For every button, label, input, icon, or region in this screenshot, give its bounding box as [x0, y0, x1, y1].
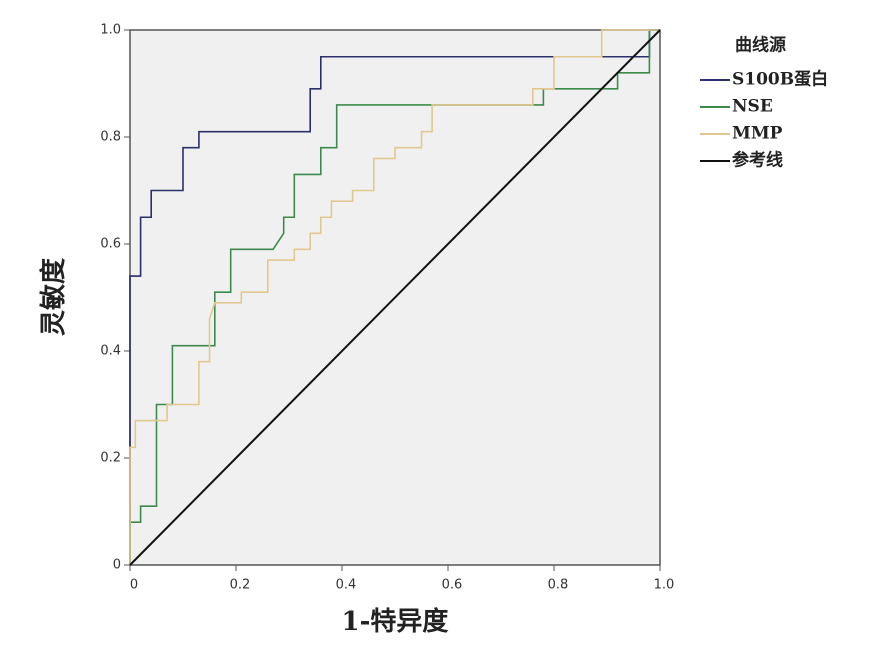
legend-label: NSE [732, 97, 773, 117]
legend-label: S100B蛋白 [732, 69, 828, 90]
x-tick-label: 0.8 [548, 578, 569, 593]
legend-label: MMP [732, 124, 783, 144]
x-tick-label: 0.2 [230, 578, 251, 593]
y-tick-label: 0.6 [100, 237, 121, 252]
roc-line [129, 29, 660, 565]
legend-label: 参考线 [732, 150, 783, 171]
x-axis-label: 1-特异度 [342, 606, 449, 637]
x-tick-label: 0.6 [442, 578, 463, 593]
roc-line [129, 29, 660, 565]
x-tick-label: 0.4 [336, 578, 357, 593]
y-tick-label: 0 [113, 558, 121, 573]
legend-title: 曲线源 [735, 35, 786, 56]
y-axis-label: 灵敏度 [38, 258, 69, 336]
roc-line [129, 29, 660, 565]
y-tick-label: 0.4 [100, 344, 121, 359]
x-tick-label: 0 [130, 578, 138, 593]
y-tick-label: 0.8 [100, 130, 121, 145]
roc-line [129, 29, 661, 566]
y-tick-label: 0.2 [100, 451, 121, 466]
x-tick-label: 1.0 [654, 578, 675, 593]
y-tick-label: 1.0 [100, 23, 121, 38]
